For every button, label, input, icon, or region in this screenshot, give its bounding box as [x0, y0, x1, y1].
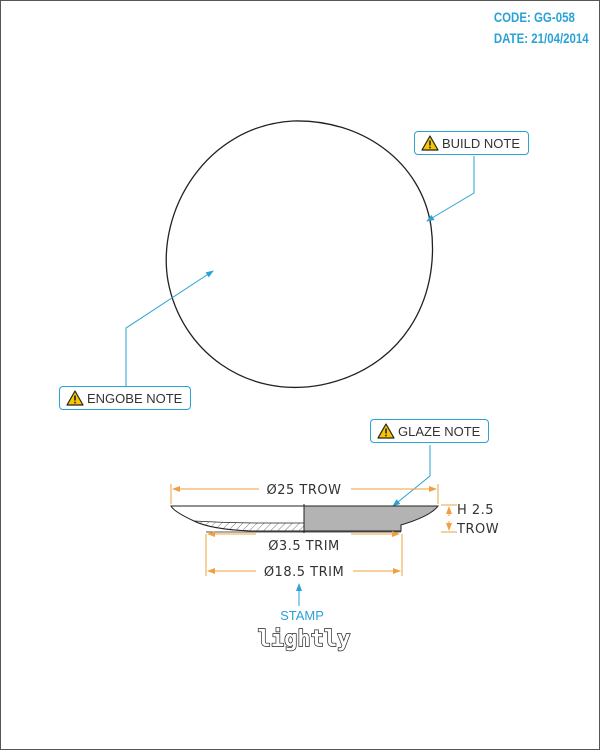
trim-small-label: Ø3.5 TRIM [268, 539, 340, 554]
glaze-note-label: GLAZE NOTE [398, 423, 481, 439]
plate-section [170, 504, 439, 533]
trim-large-label: Ø18.5 TRIM [264, 565, 344, 580]
outer-diameter-label: Ø25 TROW [267, 483, 342, 498]
warning-icon [377, 423, 395, 439]
warning-icon [421, 135, 439, 151]
stamp-label: STAMP [280, 608, 324, 623]
stamp-word: lightly [258, 627, 351, 652]
height-label-line2: TROW [456, 522, 499, 537]
glaze-note-callout: GLAZE NOTE [370, 419, 490, 443]
build-note-label: BUILD NOTE [442, 135, 521, 151]
height-label-line1: H 2.5 [457, 503, 494, 518]
build-leader [426, 156, 475, 222]
dimension-lines [170, 484, 457, 576]
drawing-date: DATE: 21/04/2014 [494, 30, 589, 46]
warning-icon [66, 390, 84, 406]
build-note-callout: BUILD NOTE [414, 131, 530, 155]
engobe-note-callout: ENGOBE NOTE [59, 386, 192, 410]
engobe-note-label: ENGOBE NOTE [87, 390, 183, 406]
drawing-code: CODE: GG-058 [494, 9, 576, 25]
plate-top-view [165, 120, 434, 389]
engobe-leader [125, 270, 214, 387]
glaze-leader [392, 445, 431, 507]
title-block: CODE: GG-058 DATE: 21/04/2014 [494, 7, 589, 49]
